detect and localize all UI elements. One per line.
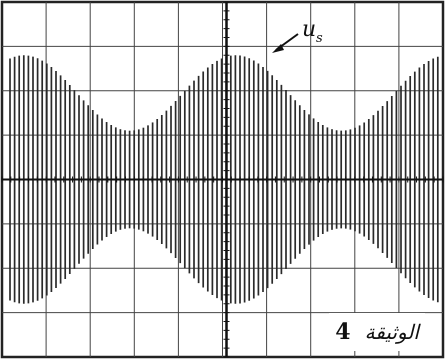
signal-label-arrowhead xyxy=(272,44,284,53)
document-word: الوثيقة xyxy=(364,320,419,344)
signal-label-sub: s xyxy=(316,31,323,46)
document-label: 4 الوثيقة xyxy=(329,313,425,351)
signal-label-main: u xyxy=(302,17,316,42)
signal-label: u s xyxy=(272,17,323,53)
document-number: 4 xyxy=(335,319,351,345)
